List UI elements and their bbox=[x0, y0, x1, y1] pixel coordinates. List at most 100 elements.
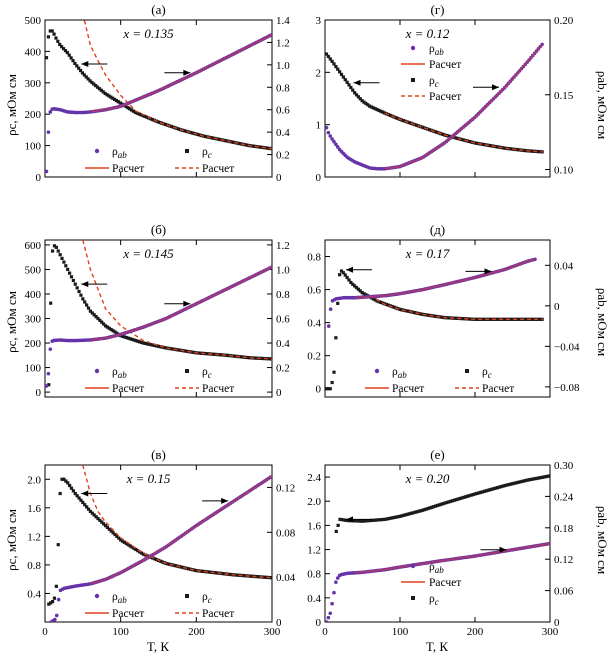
y-right-tick-label: 0.12 bbox=[554, 554, 573, 566]
data-point-rho-c bbox=[375, 518, 380, 522]
data-point-rho-c bbox=[454, 316, 458, 320]
data-point-rho-c bbox=[141, 552, 145, 556]
data-point-rho-c bbox=[338, 70, 342, 74]
data-point-rho-c bbox=[325, 387, 329, 391]
data-point-rho-c bbox=[347, 278, 351, 282]
data-point-rho-c bbox=[98, 518, 102, 522]
y-right-tick-label: 1.0 bbox=[276, 264, 290, 276]
y-left-tick-label: 300 bbox=[25, 314, 42, 326]
data-point-rho-c bbox=[86, 306, 91, 310]
data-point-rho-c bbox=[411, 310, 415, 314]
data-point-rho-c bbox=[467, 139, 471, 144]
y-left-tick-label: 3 bbox=[316, 15, 322, 27]
data-point-rho-ab bbox=[54, 613, 59, 618]
data-point-rho-c bbox=[58, 491, 62, 496]
data-point-rho-c bbox=[366, 103, 370, 107]
y-left-tick-label: 100 bbox=[25, 363, 42, 375]
data-point-rho-c bbox=[373, 298, 377, 302]
plot-frame bbox=[324, 239, 551, 398]
data-point-rho-c bbox=[264, 575, 268, 579]
y-left-tick-label: 500 bbox=[25, 264, 42, 276]
y-left-tick-label: 100 bbox=[25, 141, 42, 153]
data-point-rho-c bbox=[257, 575, 261, 579]
data-point-rho-c bbox=[326, 54, 330, 59]
y-right-tick-label: −0.08 bbox=[554, 382, 580, 394]
data-point-rho-c bbox=[226, 353, 231, 358]
xlabel-left: T, К bbox=[147, 639, 169, 654]
data-point-rho-c bbox=[507, 483, 511, 487]
panel-g: 0 1 2 3 0.10 0.15 0.20 (г) x = 0.12 ρab Расчет ρc Ра… bbox=[316, 2, 574, 184]
data-point-rho-c bbox=[134, 547, 138, 552]
y-left-tick-label: 0.4 bbox=[27, 588, 41, 600]
y-right-tick-label: 0.04 bbox=[276, 572, 296, 584]
data-point-rho-c bbox=[92, 513, 96, 517]
legend: ρab ρc Расчет Расчет bbox=[365, 366, 514, 395]
data-point-rho-c bbox=[83, 503, 87, 507]
data-point-rho-c bbox=[97, 87, 102, 91]
data-point-rho-c bbox=[190, 131, 194, 135]
data-point-rho-c bbox=[356, 95, 360, 99]
data-point-rho-c bbox=[349, 280, 353, 285]
data-point-rho-c bbox=[219, 353, 223, 357]
data-point-rho-c bbox=[501, 484, 505, 488]
data-point-rho-c bbox=[428, 128, 432, 132]
legend-label: ρc bbox=[202, 366, 212, 380]
data-point-rho-c bbox=[330, 380, 334, 385]
data-point-rho-c bbox=[326, 387, 330, 391]
x-tick-label: 100 bbox=[112, 626, 129, 638]
data-point-rho-c bbox=[452, 498, 456, 502]
data-point-rho-c bbox=[396, 116, 400, 121]
data-point-rho-c bbox=[343, 78, 347, 82]
calc-line-solid bbox=[90, 475, 272, 585]
data-point-rho-c bbox=[344, 518, 348, 522]
data-point-rho-ab bbox=[328, 611, 333, 616]
data-point-rho-c bbox=[54, 36, 58, 40]
data-point-rho-c bbox=[480, 142, 484, 146]
data-point-rho-c bbox=[538, 317, 542, 321]
data-point-rho-c bbox=[52, 596, 57, 600]
data-point-rho-c bbox=[332, 62, 336, 66]
x-tick-label: 0 bbox=[322, 626, 328, 638]
data-point-rho-c bbox=[362, 292, 366, 296]
data-point-rho-c bbox=[503, 317, 507, 321]
y-right-tick-label: 0.30 bbox=[554, 460, 574, 472]
data-point-rho-c bbox=[177, 127, 181, 131]
data-point-rho-c bbox=[79, 498, 83, 502]
data-point-rho-c bbox=[102, 522, 106, 526]
data-point-rho-c bbox=[49, 301, 53, 305]
data-point-rho-c bbox=[56, 249, 60, 253]
data-point-rho-c bbox=[351, 282, 355, 286]
data-point-rho-c bbox=[228, 572, 232, 577]
data-point-rho-c bbox=[422, 126, 426, 130]
data-point-rho-c bbox=[536, 317, 540, 321]
y-right-tick-label: −0.04 bbox=[554, 341, 580, 353]
data-point-rho-c bbox=[198, 133, 202, 137]
data-point-rho-c bbox=[132, 338, 136, 342]
data-point-rho-c bbox=[90, 80, 94, 85]
legend-symbol-square bbox=[411, 596, 415, 600]
data-point-rho-c bbox=[467, 494, 471, 498]
data-point-rho-c bbox=[358, 97, 362, 101]
data-point-rho-c bbox=[409, 121, 413, 125]
data-point-rho-c bbox=[115, 331, 119, 335]
data-point-rho-c bbox=[109, 327, 113, 332]
data-point-rho-c bbox=[492, 487, 496, 491]
data-point-rho-c bbox=[420, 125, 424, 129]
data-point-rho-c bbox=[122, 540, 127, 544]
data-point-rho-c bbox=[359, 519, 363, 523]
y-right-tick-label: 0.15 bbox=[554, 90, 574, 102]
data-point-rho-c bbox=[407, 120, 411, 125]
data-point-rho-c bbox=[107, 94, 111, 98]
data-point-rho-c bbox=[486, 488, 490, 492]
data-point-rho-c bbox=[430, 505, 434, 509]
data-point-rho-c bbox=[353, 91, 357, 95]
data-point-rho-c bbox=[482, 489, 486, 493]
data-point-rho-c bbox=[418, 312, 422, 316]
data-point-rho-c bbox=[499, 484, 503, 489]
data-point-rho-c bbox=[52, 32, 56, 36]
series-group bbox=[325, 257, 544, 391]
data-point-rho-c bbox=[450, 499, 455, 503]
calc-line-dashed bbox=[369, 295, 543, 320]
legend-label: ρc bbox=[202, 591, 212, 605]
data-point-rho-c bbox=[510, 482, 515, 486]
